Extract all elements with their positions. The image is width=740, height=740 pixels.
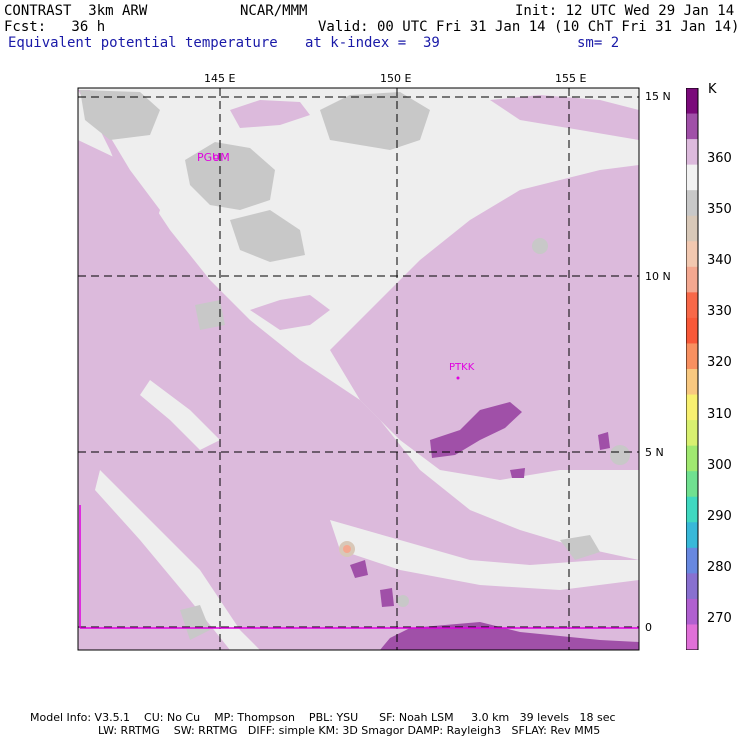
lon-label-150: 150 E <box>380 72 412 85</box>
theta-e-360-region <box>250 295 330 330</box>
theta-e-350-cell <box>397 595 409 607</box>
theta-e-365-region <box>598 432 610 450</box>
theta-e-350-region <box>80 90 160 140</box>
lat-label-5: 5 N <box>645 446 664 459</box>
theta-e-365-streak <box>95 470 260 650</box>
colorbar-swatch <box>686 139 698 166</box>
colorbar-label: 270 <box>707 610 732 626</box>
colorbar-label: 280 <box>707 559 732 575</box>
colorbar-swatch <box>686 547 698 574</box>
forecast-hour: Fcst: 36 h <box>4 19 106 35</box>
theta-e-350-region <box>230 210 305 262</box>
colorbar-swatch <box>686 496 698 523</box>
lon-label-155: 155 E <box>555 72 587 85</box>
colorbar-swatch <box>686 394 698 421</box>
colorbar-swatch <box>686 598 698 625</box>
station-label-pgum: PGUM <box>197 151 230 164</box>
colorbar-unit: K <box>708 82 717 97</box>
theta-e-350-cell <box>610 445 630 465</box>
model-title: CONTRAST 3km ARW <box>4 3 148 19</box>
theta-e-350-region <box>185 142 275 210</box>
theta-e-350-region <box>195 300 225 330</box>
theta-e-365-region <box>380 588 394 607</box>
colorbar-swatch <box>686 266 698 293</box>
theta-e-350-region <box>560 535 600 560</box>
theta-e-350-region <box>320 92 430 150</box>
theta-e-365-region <box>380 622 639 650</box>
colorbar-label: 330 <box>707 304 732 320</box>
theta-e-365-streak <box>330 520 639 590</box>
colorbar-label: 350 <box>707 202 732 218</box>
map-frame <box>77 87 640 651</box>
theta-e-350-region <box>180 605 210 640</box>
station-marker-ptkk <box>456 376 460 380</box>
colorbar-swatch <box>686 190 698 217</box>
colorbar-swatch <box>686 164 698 191</box>
lon-label-145: 145 E <box>204 72 236 85</box>
lat-label-0: 0 <box>645 621 652 634</box>
colorbar-swatch <box>686 241 698 268</box>
colorbar-swatch <box>686 420 698 447</box>
colorbar-swatch <box>686 624 698 650</box>
center-title: NCAR/MMM <box>240 3 308 19</box>
colorbar-swatch <box>686 292 698 319</box>
model-info-line2: LW: RRTMG SW: RRTMG DIFF: simple KM: 3D … <box>98 724 601 737</box>
theta-e-360-region <box>78 90 160 240</box>
theta-e-365-region <box>430 402 522 458</box>
colorbar-swatch <box>686 113 698 140</box>
colorbar-swatch <box>686 343 698 370</box>
colorbar-label: 360 <box>707 151 732 166</box>
colorbar-label: 310 <box>707 406 732 422</box>
lat-label-10: 10 N <box>645 270 671 283</box>
theta-e-365-region <box>510 468 525 478</box>
smoothing-label: sm= 2 <box>577 35 620 51</box>
colorbar-swatch <box>686 573 698 600</box>
colorbar <box>686 88 699 650</box>
colorbar-swatch <box>686 317 698 344</box>
init-time: Init: 12 UTC Wed 29 Jan 14 <box>515 3 735 19</box>
colorbar-swatch <box>686 445 698 472</box>
theta-e-330-cell <box>343 545 351 553</box>
theta-e-350-cell <box>532 238 548 254</box>
field-name: Equivalent potential temperature <box>8 35 278 51</box>
model-info-line1: Model Info: V3.5.1 CU: No Cu MP: Thompso… <box>30 711 616 724</box>
valid-time: Valid: 00 UTC Fri 31 Jan 14 (10 ChT Fri … <box>318 19 740 35</box>
colorbar-swatch <box>686 471 698 498</box>
colorbar-label: 300 <box>707 457 732 473</box>
station-label-ptkk: PTKK <box>449 362 475 373</box>
colorbar-swatch <box>686 88 698 115</box>
theta-e-360-region <box>490 95 639 140</box>
theta-e-365-streak <box>140 380 220 450</box>
theta-e-360-region <box>78 140 639 650</box>
theta-e-360-region <box>230 100 310 128</box>
colorbar-swatch <box>686 369 698 396</box>
colorbar-label: 290 <box>707 508 732 524</box>
level-label: at k-index = 39 <box>305 35 440 51</box>
colorbar-swatch <box>686 522 698 549</box>
theta-e-365-region <box>350 560 368 578</box>
theta-e-360-region <box>330 165 639 480</box>
colorbar-swatch <box>686 215 698 242</box>
colorbar-label: 320 <box>707 355 732 371</box>
colorbar-frame <box>686 88 699 650</box>
colorbar-label: 340 <box>707 253 732 269</box>
station-marker-pgum <box>213 154 219 160</box>
lat-label-15: 15 N <box>645 90 671 103</box>
